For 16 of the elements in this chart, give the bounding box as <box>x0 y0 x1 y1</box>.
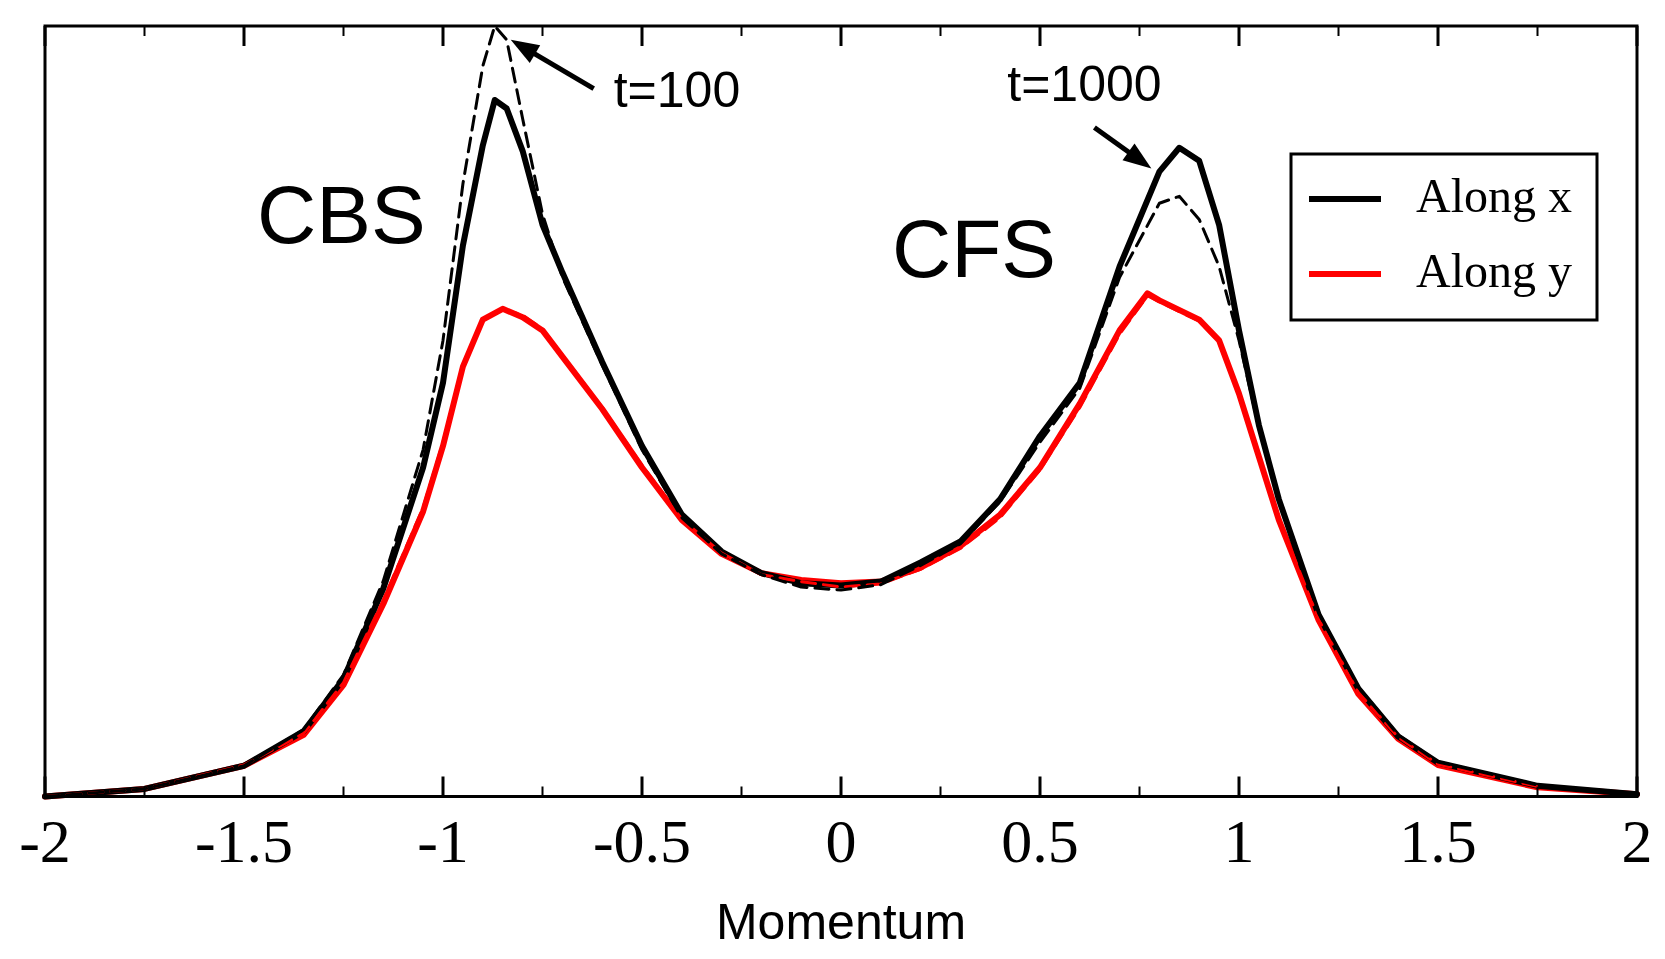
x-tick-label: 0 <box>825 807 857 876</box>
x-tick-label: -1.5 <box>194 807 294 876</box>
x-tick-label: -1 <box>417 807 469 876</box>
x-tick-label: 0.5 <box>1001 807 1079 876</box>
annotation: t=1000 <box>1007 56 1162 113</box>
x-tick-label: 2 <box>1621 807 1653 876</box>
annotation: CBS <box>257 169 426 261</box>
annotation: t=100 <box>613 62 741 119</box>
x-tick-label: -2 <box>19 807 71 876</box>
legend-label: Along y <box>1416 243 1572 297</box>
x-tick-label: 1 <box>1223 807 1255 876</box>
legend-label: Along x <box>1416 168 1572 222</box>
x-axis-title: Momentum <box>715 893 967 950</box>
x-tick-label: -0.5 <box>592 807 692 876</box>
x-tick-label: 1.5 <box>1399 807 1477 876</box>
annotation: CFS <box>892 202 1057 294</box>
